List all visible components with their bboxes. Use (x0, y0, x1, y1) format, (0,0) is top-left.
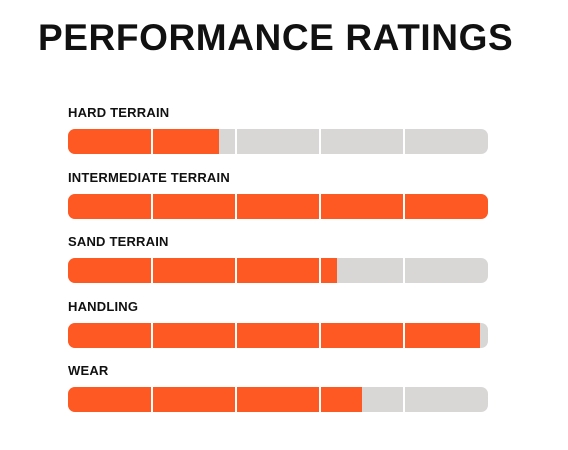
bar-segment-divider (151, 322, 153, 348)
bar-segment-divider (151, 387, 153, 412)
bar-segment-divider (235, 387, 237, 412)
bar-segment-divider (235, 193, 237, 219)
bar-segment-divider (403, 387, 405, 412)
rating-hard-terrain: HARD TERRAIN (68, 104, 488, 169)
bar-fill (68, 193, 488, 219)
bar-fill (68, 322, 480, 348)
bar-segment-divider (319, 129, 321, 154)
rating-label: HARD TERRAIN (68, 105, 170, 120)
rating-handling: HANDLING (68, 298, 488, 363)
rating-sand-terrain: SAND TERRAIN (68, 233, 488, 298)
bar-segment-divider (235, 322, 237, 348)
bar-fill (68, 129, 220, 154)
bar-segment-divider (403, 258, 405, 283)
rating-label: SAND TERRAIN (68, 234, 169, 249)
rating-bar (68, 322, 488, 348)
bar-segment-divider (319, 387, 321, 412)
rating-bar (68, 193, 488, 219)
bar-segment-divider (403, 193, 405, 219)
bar-segment-divider (319, 322, 321, 348)
bar-fill (68, 387, 362, 412)
rating-intermediate-terrain: INTERMEDIATE TERRAIN (68, 169, 488, 234)
rating-bar (68, 387, 488, 412)
bar-segment-divider (319, 193, 321, 219)
bar-segment-divider (151, 258, 153, 283)
rating-label: INTERMEDIATE TERRAIN (68, 169, 230, 185)
bar-segment-divider (319, 258, 321, 283)
rating-bar (68, 129, 488, 154)
bar-segment-divider (235, 258, 237, 283)
rating-bar (68, 258, 488, 283)
bar-segment-divider (151, 193, 153, 219)
page-title: PERFORMANCE RATINGS (38, 17, 514, 58)
bar-segment-divider (235, 129, 237, 154)
bar-segment-divider (403, 322, 405, 348)
bar-fill (68, 258, 337, 283)
ratings-list: HARD TERRAIN INTERMEDIATE TERRAIN SAND T… (68, 104, 488, 427)
rating-label: WEAR (68, 363, 109, 378)
rating-wear: WEAR (68, 362, 488, 427)
bar-segment-divider (403, 129, 405, 154)
rating-label: HANDLING (68, 298, 139, 314)
bar-segment-divider (151, 129, 153, 154)
